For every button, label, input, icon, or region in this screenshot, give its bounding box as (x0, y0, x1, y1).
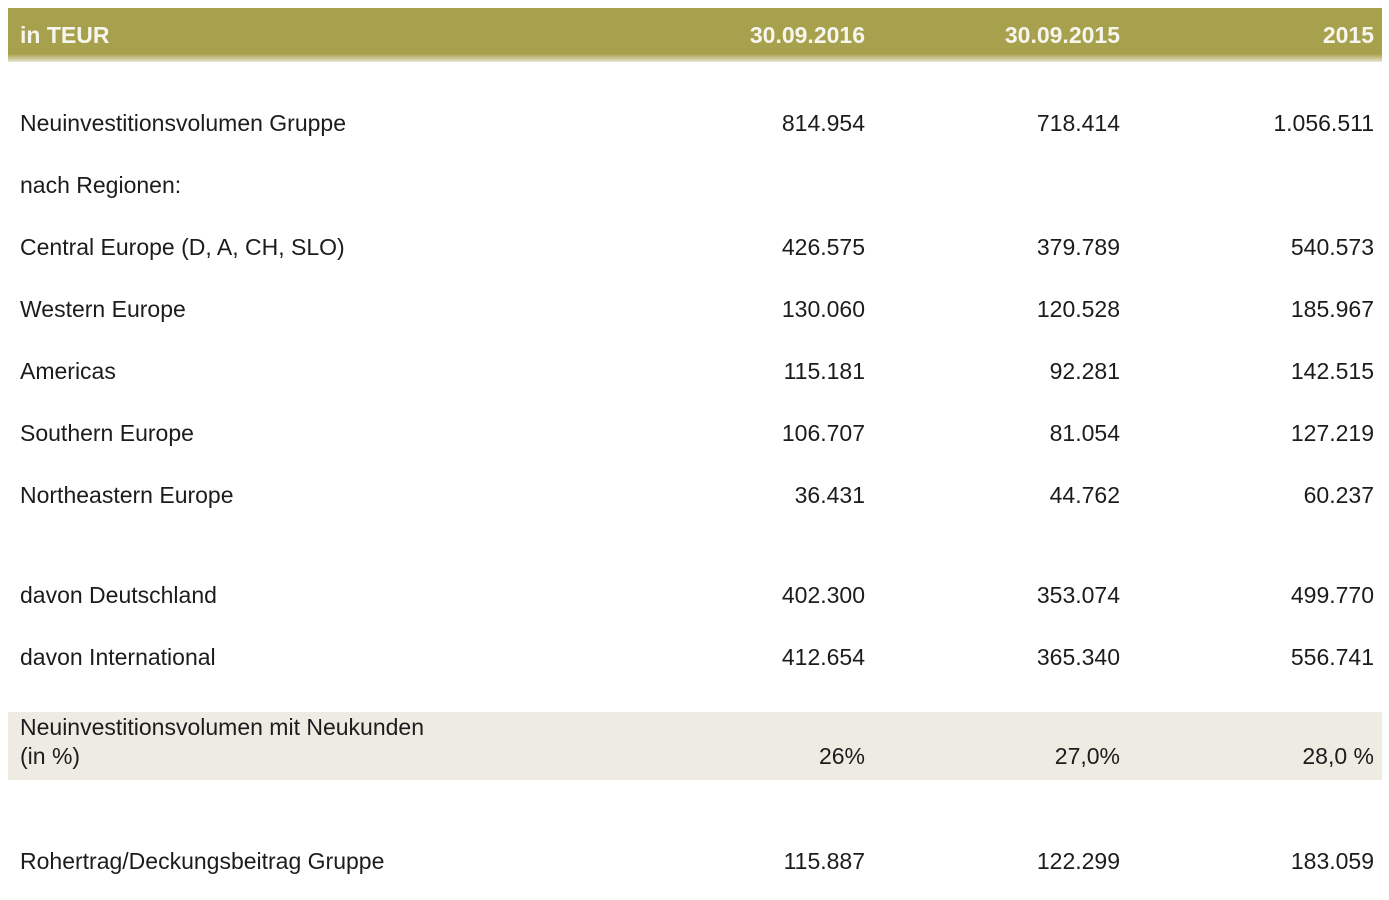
table-body-group-regions: Neuinvestitionsvolumen Gruppe 814.954 71… (8, 92, 1382, 526)
table-row-western-europe: Western Europe 130.060 120.528 185.967 (8, 278, 1382, 340)
row-label: Americas (20, 357, 116, 384)
value-30-09-2015: 379.789 (1036, 233, 1120, 260)
value-2015: 185.967 (1290, 295, 1374, 322)
table-row-nach-regionen: nach Regionen: (8, 154, 1382, 216)
row-label: Northeastern Europe (20, 481, 234, 508)
value-30-09-2016: 412.654 (781, 643, 865, 670)
value-30-09-2015: 365.340 (1036, 643, 1120, 670)
row-label: Southern Europe (20, 419, 194, 446)
value-30-09-2015: 120.528 (1036, 295, 1120, 322)
value-30-09-2016: 115.181 (783, 357, 865, 384)
table-row-neukunden-percent: Neuinvestitionsvolumen mit Neukunden (in… (8, 712, 1382, 780)
row-label: davon Deutschland (20, 581, 217, 608)
value-2015: 556.741 (1290, 643, 1374, 670)
row-label-line-1: Neuinvestitionsvolumen mit Neukunden (20, 714, 424, 740)
table-row-northeastern-europe: Northeastern Europe 36.431 44.762 60.237 (8, 464, 1382, 526)
value-30-09-2016: 402.300 (781, 581, 865, 608)
value-30-09-2016: 36.431 (794, 481, 865, 508)
table-row-southern-europe: Southern Europe 106.707 81.054 127.219 (8, 402, 1382, 464)
value-30-09-2015: 92.281 (1049, 357, 1120, 384)
value-2015: 183.059 (1290, 847, 1374, 874)
row-label: Western Europe (20, 295, 186, 322)
value-30-09-2015: 353.074 (1036, 581, 1120, 608)
column-header-2015: 2015 (1322, 21, 1374, 48)
value-30-09-2016: 26% (818, 743, 865, 769)
table-body-group-davon: davon Deutschland 402.300 353.074 499.77… (8, 564, 1382, 688)
value-2015: 1.056.511 (1273, 109, 1374, 136)
table-row-rohertrag-deckungsbeitrag: Rohertrag/Deckungsbeitrag Gruppe 115.887… (8, 830, 1382, 892)
value-30-09-2015: 81.054 (1049, 419, 1120, 446)
value-30-09-2016: 115.887 (783, 847, 865, 874)
row-label: davon International (20, 643, 216, 670)
financial-table: in TEUR 30.09.2016 30.09.2015 2015 Neuin… (8, 8, 1382, 892)
value-2015: 60.237 (1303, 481, 1374, 508)
table-row-central-europe: Central Europe (D, A, CH, SLO) 426.575 3… (8, 216, 1382, 278)
value-30-09-2016: 130.060 (781, 295, 865, 322)
table-header-row: in TEUR 30.09.2016 30.09.2015 2015 (8, 8, 1382, 62)
value-30-09-2016: 814.954 (781, 109, 865, 136)
value-30-09-2016: 426.575 (781, 233, 865, 260)
value-2015: 540.573 (1290, 233, 1374, 260)
value-2015: 499.770 (1290, 581, 1374, 608)
header-unit-label: in TEUR (20, 21, 110, 48)
column-header-30-09-2016: 30.09.2016 (749, 21, 865, 48)
value-30-09-2015: 44.762 (1049, 481, 1120, 508)
table-row-americas: Americas 115.181 92.281 142.515 (8, 340, 1382, 402)
row-label: Rohertrag/Deckungsbeitrag Gruppe (20, 847, 385, 874)
column-header-30-09-2015: 30.09.2015 (1004, 21, 1120, 48)
value-2015: 28,0 % (1302, 743, 1374, 769)
row-label: Neuinvestitionsvolumen Gruppe (20, 109, 347, 136)
table-row-neuinvestitionsvolumen-gruppe: Neuinvestitionsvolumen Gruppe 814.954 71… (8, 92, 1382, 154)
value-30-09-2016: 106.707 (781, 419, 865, 446)
value-30-09-2015: 27,0% (1054, 743, 1120, 769)
value-30-09-2015: 122.299 (1036, 847, 1120, 874)
value-2015: 127.219 (1290, 419, 1374, 446)
value-30-09-2015: 718.414 (1036, 109, 1120, 136)
row-label: Neuinvestitionsvolumen mit Neukunden (in… (8, 713, 615, 771)
value-2015: 142.515 (1290, 357, 1374, 384)
table-row-davon-international: davon International 412.654 365.340 556.… (8, 626, 1382, 688)
row-label: Central Europe (D, A, CH, SLO) (20, 233, 345, 260)
table-row-davon-deutschland: davon Deutschland 402.300 353.074 499.77… (8, 564, 1382, 626)
row-label-line-2: (in %) (20, 743, 81, 769)
row-label: nach Regionen: (20, 171, 182, 198)
